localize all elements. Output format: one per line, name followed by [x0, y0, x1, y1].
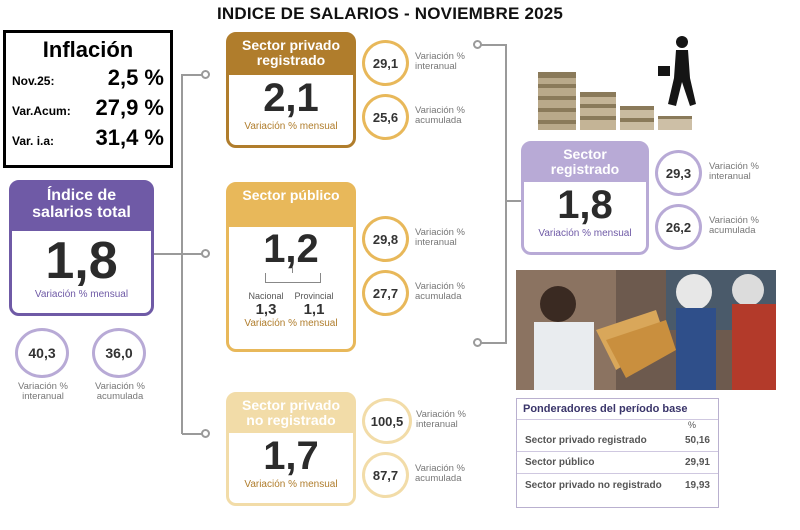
total-sub: Variación % mensual	[34, 289, 129, 300]
ponderador-label: Sector público	[525, 457, 595, 468]
ponderadores-pct: %	[687, 420, 696, 430]
privado-registrado-acumulada-label: Variación % acumulada	[415, 105, 465, 127]
connector-dot	[473, 40, 482, 49]
connector-line	[182, 253, 204, 255]
nacional-value: 1,3	[255, 301, 277, 318]
registrado-acumulada-label: Variación % acumulada	[709, 215, 759, 237]
inflation-row: Var.Acum: 27,9 %	[12, 95, 164, 125]
no-registrado-value: 1,7	[263, 434, 319, 478]
registrado-interanual-circle: 29,3	[655, 150, 702, 196]
inflation-heading: Inflación	[42, 37, 134, 62]
connector-dot	[201, 70, 210, 79]
inflation-value: 31,4 %	[95, 125, 165, 150]
publico-nacional: Nacional 1,3	[248, 291, 283, 318]
publico-bracket	[229, 267, 353, 291]
coin-stacks	[538, 72, 692, 130]
table-row: Sector privado no registrado 19,93	[517, 474, 718, 496]
registrado-heading: Sector registrado	[524, 144, 646, 182]
page-title: INDICE DE SALARIOS - NOVIEMBRE 2025	[216, 4, 564, 23]
publico-provincial: Provincial 1,1	[294, 291, 333, 318]
ponderador-label: Sector privado no registrado	[525, 479, 662, 491]
privado-registrado-value: 2,1	[263, 76, 319, 120]
publico-sub: Variación % mensual	[244, 318, 338, 329]
no-registrado-sub: Variación % mensual	[244, 479, 338, 490]
publico-value: 1,2	[263, 227, 319, 271]
publico-card: Sector público 1,2 Nacional 1,3 Provinci…	[226, 182, 356, 352]
provincial-label: Provincial	[294, 291, 334, 301]
publico-acumulada-circle: 27,7	[362, 270, 409, 316]
publico-interanual-circle: 29,8	[362, 216, 409, 262]
no-registrado-acumulada-circle: 87,7	[362, 452, 409, 498]
privado-registrado-interanual-label: Variación % interanual	[415, 51, 465, 73]
total-index-card: Índice de salarios total 1,8 Variación %…	[9, 180, 154, 316]
privado-registrado-interanual-circle: 29,1	[362, 40, 409, 86]
provincial-value: 1,1	[303, 301, 325, 318]
ponderador-value: 19,93	[684, 479, 710, 491]
publico-interanual-label: Variación % interanual	[415, 227, 465, 249]
no-registrado-interanual-label: Variación % interanual	[416, 409, 466, 431]
publico-acumulada-label: Variación % acumulada	[415, 281, 465, 303]
privado-registrado-sub: Variación % mensual	[244, 121, 338, 132]
bracket-line	[265, 273, 321, 283]
connector-dot	[201, 249, 210, 258]
registrado-value: 1,8	[557, 183, 613, 227]
inflation-row: Var. i.a: 31,4 %	[12, 125, 164, 155]
registrado-sub: Variación % mensual	[538, 228, 632, 239]
total-acumulada-label: Variación % acumulada	[95, 381, 145, 403]
total-heading: Índice de salarios total	[12, 183, 151, 231]
connector-line	[480, 44, 506, 46]
privado-registrado-heading: Sector privado registrado	[229, 35, 353, 75]
ponderadores-table: Ponderadores del período base % Sector p…	[516, 398, 719, 508]
inflation-label: Var. i.a:	[12, 134, 55, 148]
no-registrado-interanual-circle: 100,5	[362, 398, 412, 444]
ponderador-value: 50,16	[684, 435, 710, 446]
inflation-value: 2,5 %	[107, 65, 164, 90]
connector-line	[182, 74, 204, 76]
publico-breakdown: Nacional 1,3 Provincial 1,1	[229, 291, 353, 318]
connector-line	[505, 44, 507, 344]
inflation-row: Nov.25: 2,5 %	[12, 65, 164, 95]
total-acumulada-circle: 36,0	[92, 328, 146, 378]
inflation-label: Nov.25:	[12, 74, 55, 88]
no-registrado-card: Sector privado no registrado 1,7 Variaci…	[226, 392, 356, 506]
inflation-label: Var.Acum:	[12, 104, 71, 118]
privado-registrado-acumulada-circle: 25,6	[362, 94, 409, 140]
inflation-value: 27,9 %	[95, 95, 165, 120]
table-row: Sector privado registrado 50,16	[517, 430, 718, 452]
coins-man-illustration	[538, 36, 696, 130]
publico-heading: Sector público	[229, 185, 353, 227]
workers-photo	[516, 270, 776, 390]
registrado-card: Sector registrado 1,8 Variación % mensua…	[521, 141, 649, 255]
bracket-stem	[292, 267, 293, 273]
table-row: Sector público 29,91	[517, 452, 718, 474]
no-registrado-acumulada-label: Variación % acumulada	[415, 463, 465, 485]
nacional-label: Nacional	[248, 291, 284, 301]
connector-dot	[201, 429, 210, 438]
privado-registrado-card: Sector privado registrado 2,1 Variación …	[226, 32, 356, 148]
connector-line	[505, 200, 521, 202]
connector-line	[480, 342, 506, 344]
connector-line	[182, 433, 204, 435]
connector-dot	[473, 338, 482, 347]
total-interanual-label: Variación % interanual	[18, 381, 68, 403]
total-value: 1,8	[45, 232, 118, 290]
ponderadores-heading: Ponderadores del período base	[517, 399, 718, 420]
registrado-interanual-label: Variación % interanual	[709, 161, 759, 183]
walking-man	[658, 36, 696, 106]
no-registrado-heading: Sector privado no registrado	[229, 395, 353, 433]
total-interanual-circle: 40,3	[15, 328, 69, 378]
ponderador-label: Sector privado registrado	[525, 435, 647, 446]
registrado-acumulada-circle: 26,2	[655, 204, 702, 250]
ponderador-value: 29,91	[684, 457, 710, 468]
inflation-box: Inflación Nov.25: 2,5 % Var.Acum: 27,9 %…	[3, 30, 173, 168]
connector-line	[153, 253, 182, 255]
